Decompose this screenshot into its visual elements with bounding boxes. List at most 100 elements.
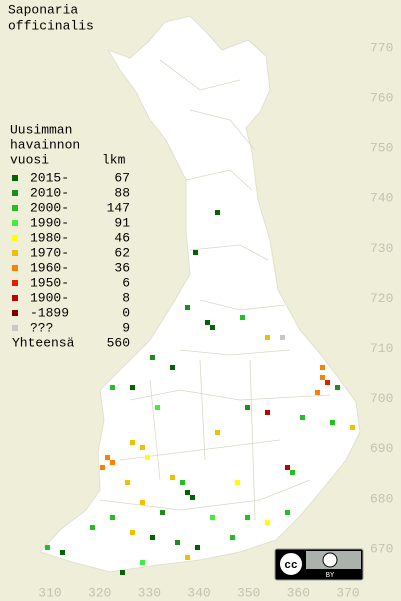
y-grid-label: 680 (370, 491, 393, 506)
observation-square (105, 455, 110, 460)
legend-count: 6 (122, 275, 130, 290)
observation-square (210, 515, 215, 520)
legend-swatch (12, 190, 18, 196)
legend-label: 1900- (30, 290, 69, 305)
legend-label: 1990- (30, 215, 69, 230)
legend-count: 46 (114, 230, 130, 245)
observation-square (325, 380, 330, 385)
legend-count: 0 (122, 305, 130, 320)
observation-square (110, 460, 115, 465)
x-grid-label: 340 (187, 585, 210, 600)
legend-count: 36 (114, 260, 130, 275)
legend-swatch (12, 220, 18, 226)
legend-label: 2010- (30, 185, 69, 200)
observation-square (130, 385, 135, 390)
observation-square (130, 530, 135, 535)
legend-swatch (12, 310, 18, 316)
legend-label: 1970- (30, 245, 69, 260)
observation-square (265, 520, 270, 525)
observation-square (320, 375, 325, 380)
observation-square (290, 470, 295, 475)
observation-square (185, 555, 190, 560)
observation-square (185, 490, 190, 495)
observation-square (245, 515, 250, 520)
legend-swatch (12, 265, 18, 271)
observation-square (150, 535, 155, 540)
observation-square (335, 385, 340, 390)
x-grid-label: 320 (88, 585, 111, 600)
cc-icon (278, 551, 304, 577)
by-text: BY (326, 572, 335, 580)
observation-square (350, 425, 355, 430)
legend-count: 9 (122, 320, 130, 335)
x-grid-label: 360 (287, 585, 310, 600)
y-grid-label: 690 (370, 441, 393, 456)
observation-square (330, 420, 335, 425)
legend-label: 2015- (30, 170, 69, 185)
observation-square (125, 480, 130, 485)
observation-square (315, 390, 320, 395)
observation-square (120, 570, 125, 575)
observation-square (90, 525, 95, 530)
y-grid-label: 750 (370, 141, 393, 156)
y-grid-label: 740 (370, 191, 393, 206)
observation-square (265, 335, 270, 340)
region-borders (99, 59, 331, 521)
legend-count: 8 (122, 290, 130, 305)
observation-square (140, 500, 145, 505)
title-line: officinalis (8, 18, 94, 33)
license-badge: cc BY (274, 548, 364, 581)
y-grid-label: 720 (370, 291, 393, 306)
observation-squares (45, 210, 355, 575)
legend-count: 62 (114, 245, 130, 260)
observation-square (195, 545, 200, 550)
observation-square (265, 410, 270, 415)
legend-label: 1950- (30, 275, 69, 290)
observation-square (235, 480, 240, 485)
observation-square (185, 305, 190, 310)
observation-square (320, 365, 325, 370)
legend-count: 67 (114, 170, 130, 185)
observation-square (110, 385, 115, 390)
y-grid-label: 700 (370, 391, 393, 406)
observation-square (193, 250, 198, 255)
observation-square (100, 465, 105, 470)
legend-swatch (12, 175, 18, 181)
observation-square (180, 480, 185, 485)
legend-swatch (12, 295, 18, 301)
observation-square (175, 540, 180, 545)
observation-square (245, 405, 250, 410)
observation-square (300, 415, 305, 420)
legend-label: 1980- (30, 230, 69, 245)
legend: Uusimman havainnon vuosi lkm Yhteensä 56… (10, 122, 130, 350)
x-grid-label: 310 (38, 585, 61, 600)
observation-square (45, 545, 50, 550)
cc-text: cc (284, 560, 297, 572)
legend-header: Uusimman (10, 122, 72, 137)
observation-square (215, 430, 220, 435)
legend-swatch (12, 280, 18, 286)
legend-label: 2000- (30, 200, 69, 215)
observation-square (285, 465, 290, 470)
finland-outline (39, 15, 361, 573)
observation-square (170, 365, 175, 370)
observation-square (240, 315, 245, 320)
legend-swatch (12, 205, 18, 211)
observation-square (170, 475, 175, 480)
observation-square (145, 455, 150, 460)
x-grid-label: 350 (237, 585, 260, 600)
legend-count: 147 (107, 200, 130, 215)
legend-label: ??? (30, 320, 53, 335)
title-line: Saponaria (8, 2, 78, 17)
y-grid-label: 770 (370, 40, 393, 55)
legend-count: 91 (114, 215, 130, 230)
observation-square (210, 325, 215, 330)
legend-header: vuosi (10, 152, 49, 167)
legend-count: 88 (114, 185, 130, 200)
legend-swatch (12, 250, 18, 256)
legend-count-header: lkm (102, 152, 126, 167)
legend-total: 560 (107, 335, 130, 350)
y-grid-label: 760 (370, 91, 393, 106)
by-icon (322, 552, 338, 568)
